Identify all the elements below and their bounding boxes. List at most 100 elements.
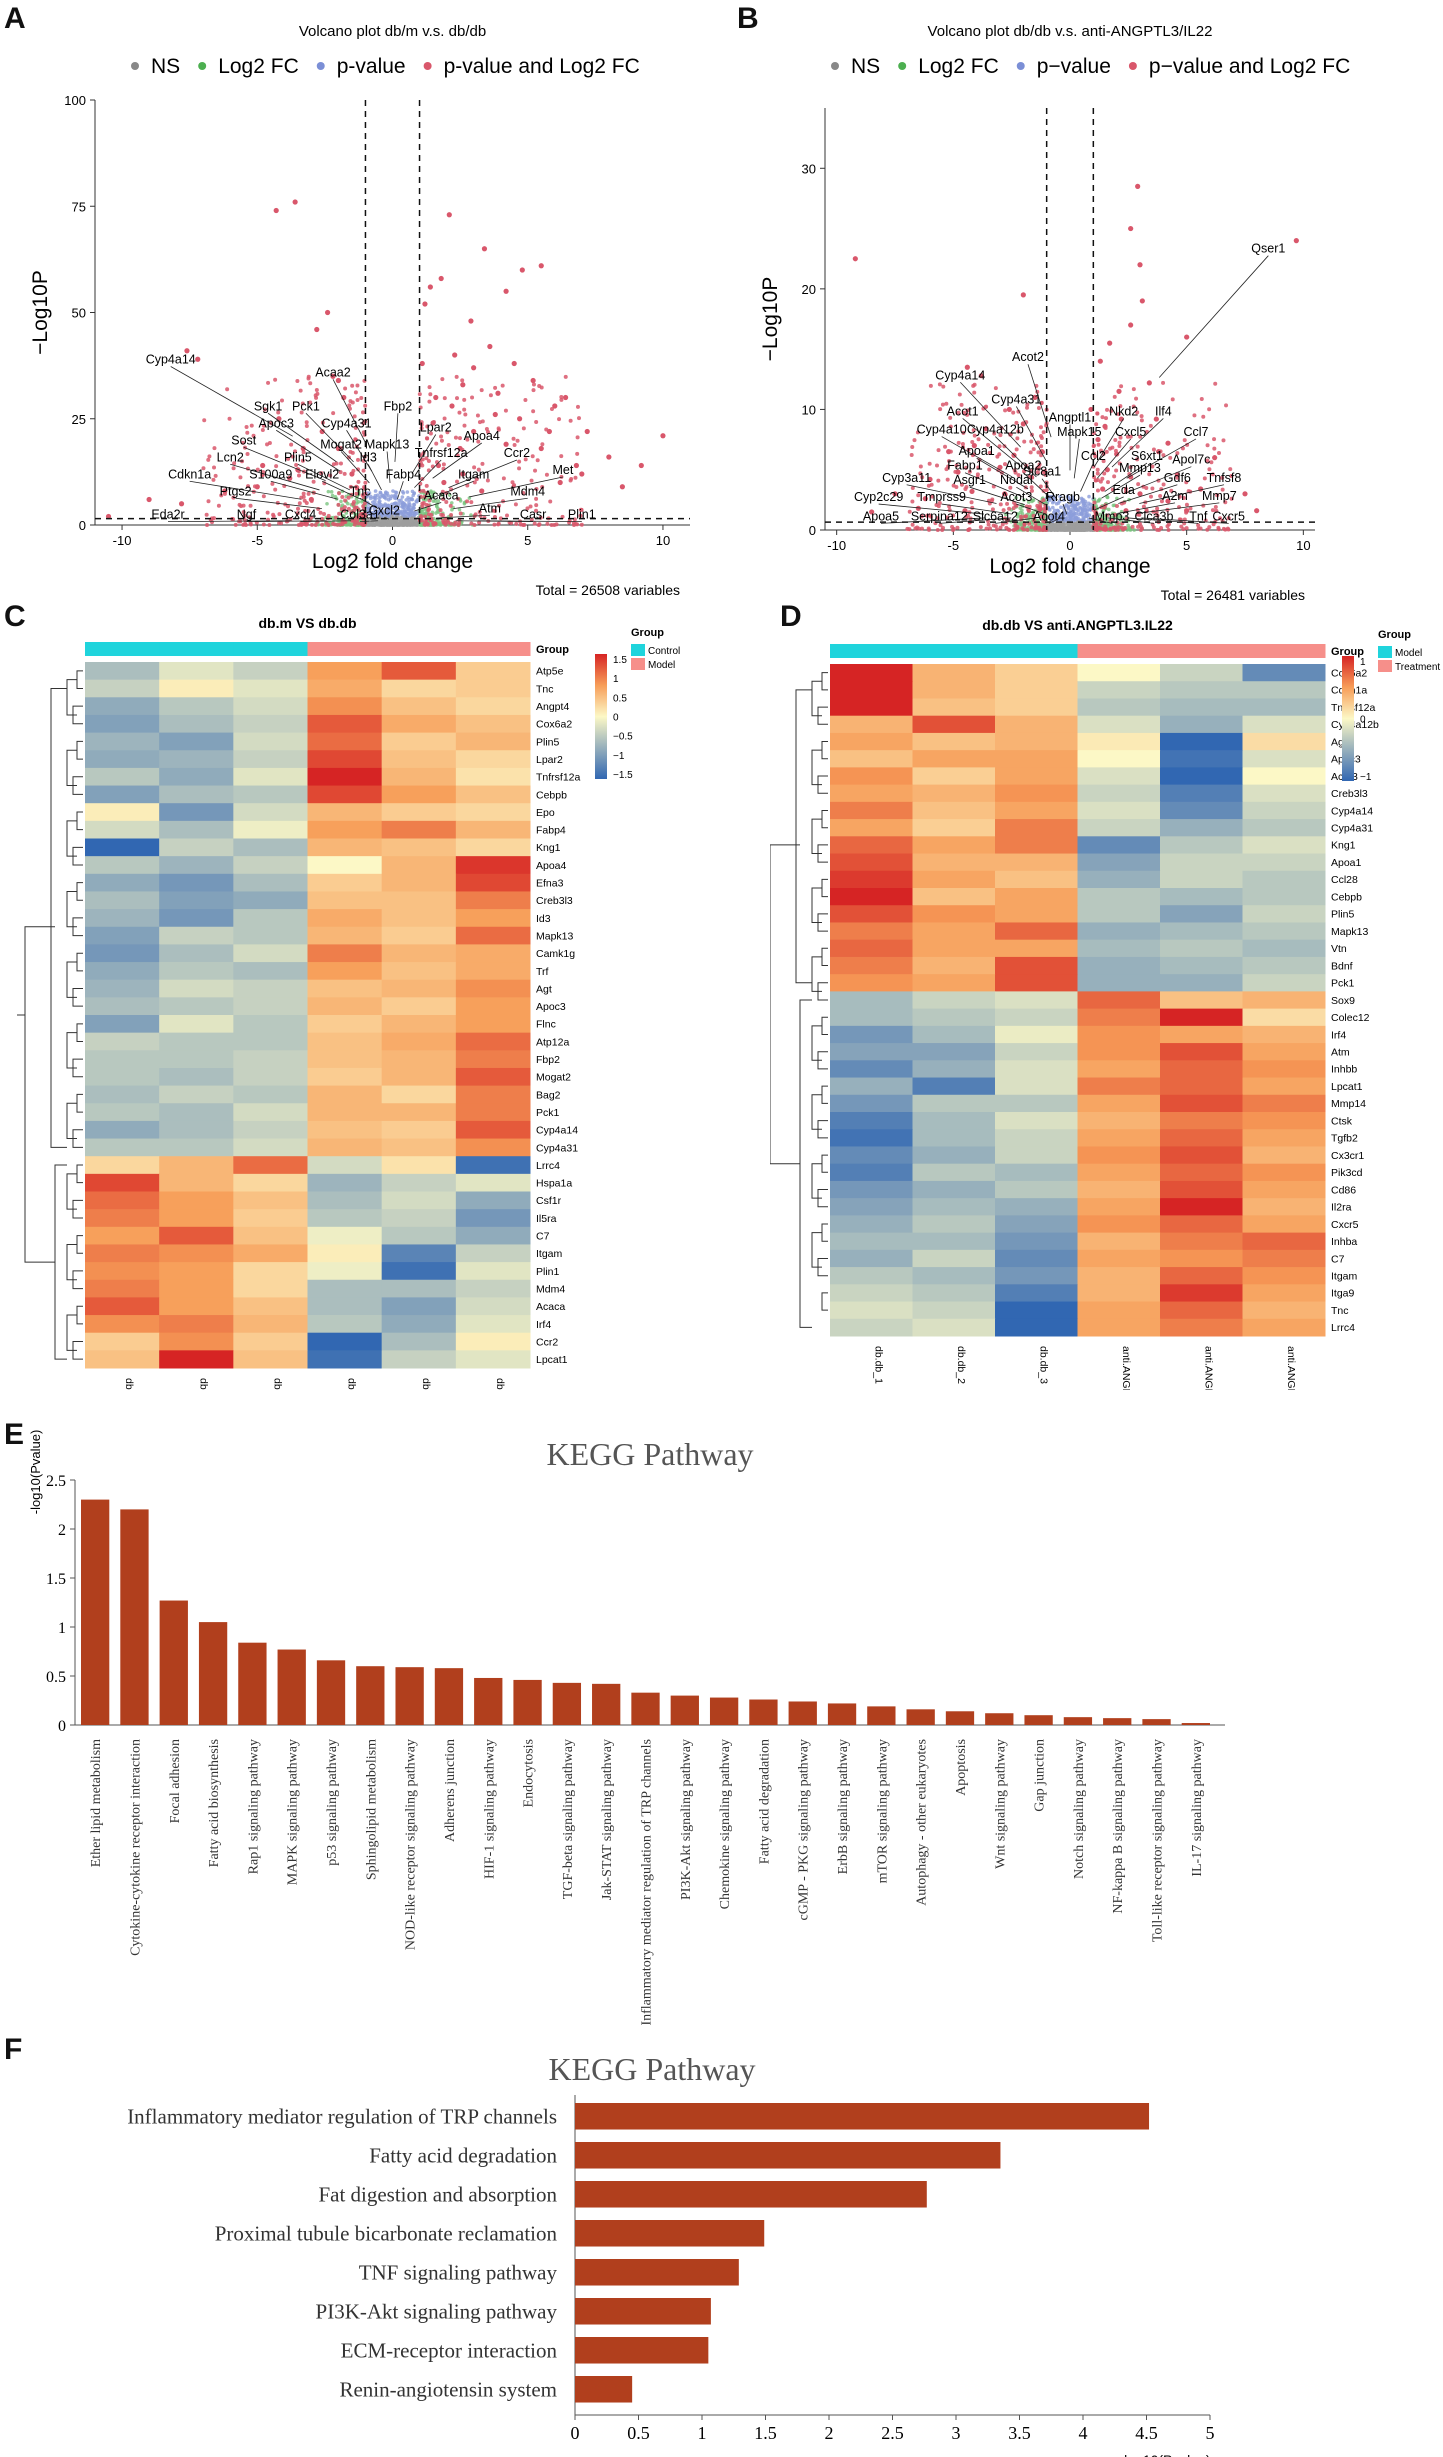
heatmap-cell <box>1077 767 1161 786</box>
heatmap-cell <box>995 1249 1078 1268</box>
row-label: Atp5e <box>536 666 564 678</box>
heatmap-cell <box>1160 1129 1243 1147</box>
bg-sig-point <box>275 500 280 505</box>
row-label: Atp12a <box>536 1036 569 1048</box>
heatmap-cell <box>85 1156 160 1175</box>
heatmap-cell <box>1242 939 1326 958</box>
heatmap-cell <box>381 1173 457 1192</box>
bg-sig-point <box>419 514 424 519</box>
bg-sig-point <box>294 462 299 467</box>
heatmap-cell <box>455 873 531 892</box>
bg-sig-point <box>1165 524 1170 529</box>
bg-sig-point <box>987 450 992 455</box>
color-scale-tick: −1.5 <box>613 770 633 781</box>
x-tick-label: 10 <box>656 533 670 548</box>
category-label: Renin-angiotensin system <box>339 2377 557 2401</box>
bg-sig-point <box>485 478 490 483</box>
category-label: mTOR signaling pathway <box>875 1739 890 1883</box>
heatmap-cell <box>1242 732 1326 751</box>
bg-sig-point <box>356 521 361 526</box>
heatmap-cell <box>381 1191 457 1210</box>
x-tick-label: 2 <box>825 2423 834 2443</box>
bg-sig-point <box>238 475 243 480</box>
bg-sig-point <box>1210 472 1215 477</box>
bg-point <box>375 493 380 497</box>
bg-sig-point <box>1192 413 1197 418</box>
heatmap-cell <box>159 1191 234 1210</box>
heatmap-cell <box>381 1244 457 1263</box>
bg-sig-point <box>916 493 921 498</box>
heatmap-cell <box>307 1120 383 1140</box>
row-label: Cyp4a14 <box>1331 805 1373 817</box>
bg-sig-point <box>338 461 343 466</box>
bg-sig-point <box>274 464 279 469</box>
bar <box>1024 1715 1053 1725</box>
heatmap-cell <box>1077 1215 1161 1234</box>
heatmap-cell <box>85 1244 160 1263</box>
bg-point <box>467 496 472 500</box>
bg-sig-point <box>1094 422 1099 427</box>
x-tick-label: 5 <box>524 533 531 548</box>
heatmap-cell <box>455 1103 531 1122</box>
dendrogram-branch <box>66 749 77 787</box>
significant-point <box>969 488 975 495</box>
heatmap-cell <box>912 1077 996 1096</box>
row-dendrogram <box>17 670 83 1360</box>
bg-sig-point <box>322 511 327 516</box>
bg-sig-point <box>1155 513 1160 518</box>
bg-sig-point <box>919 514 924 519</box>
x-tick-label: 5 <box>1206 2423 1215 2443</box>
heatmap-cell <box>912 1284 996 1303</box>
heatmap-cell <box>233 944 308 963</box>
heatmap-cell <box>159 997 234 1016</box>
heatmap-cell <box>830 1249 913 1268</box>
dendrogram-branch <box>821 1223 828 1242</box>
heatmap-cell <box>1077 1025 1161 1044</box>
bg-sig-point <box>938 407 943 412</box>
bg-sig-point <box>1095 488 1100 493</box>
gene-label: Apoa4 <box>464 429 500 443</box>
legend-label: p−value <box>1037 55 1111 78</box>
heatmap-cell <box>307 1032 383 1051</box>
bg-sig-point <box>480 461 485 466</box>
bg-point <box>1018 522 1023 527</box>
bg-sig-point <box>417 392 422 397</box>
bg-sig-point <box>1135 457 1140 462</box>
significant-point <box>422 301 428 307</box>
bar <box>575 2376 633 2403</box>
significant-point <box>287 475 293 481</box>
gene-label: Ngf <box>237 508 257 522</box>
heatmap-cell <box>1077 836 1161 855</box>
label-connector <box>477 520 582 523</box>
heatmap-cell <box>1160 888 1243 906</box>
heatmap-cell <box>1242 1146 1326 1165</box>
bg-point <box>400 489 405 494</box>
bg-sig-point <box>962 410 967 415</box>
heatmap-cell <box>233 1015 308 1034</box>
bg-sig-point <box>439 438 444 443</box>
heatmap-cell <box>1160 1025 1243 1044</box>
bg-sig-point <box>1188 506 1193 511</box>
bg-sig-point <box>246 484 251 489</box>
bg-sig-point <box>462 407 467 412</box>
bg-sig-point <box>231 495 236 500</box>
bg-point <box>413 519 417 523</box>
bg-sig-point <box>573 475 578 480</box>
bg-point <box>408 521 412 526</box>
significant-point <box>1135 183 1141 189</box>
gene-label: Nodal <box>1000 473 1033 487</box>
x-tick-label: -5 <box>948 538 960 553</box>
bg-sig-point <box>1139 414 1144 419</box>
bg-sig-point <box>972 382 977 387</box>
bg-sig-point <box>500 383 505 388</box>
bg-sig-point <box>300 401 305 406</box>
bg-sig-point <box>245 430 250 435</box>
bg-point <box>397 498 401 503</box>
bg-point <box>1097 497 1102 502</box>
dendrogram-branch <box>76 1235 83 1254</box>
bg-sig-point <box>1037 526 1042 531</box>
bg-sig-point <box>512 442 517 447</box>
bg-sig-point <box>1136 524 1141 529</box>
row-label: Fbp2 <box>536 1054 560 1066</box>
heatmap-cell <box>159 1279 234 1298</box>
